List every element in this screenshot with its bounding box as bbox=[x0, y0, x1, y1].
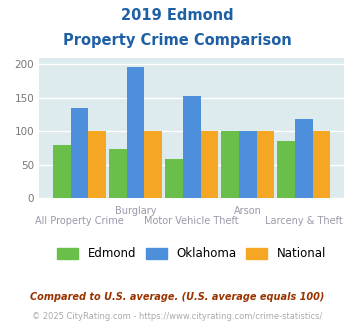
Bar bbox=[221, 131, 239, 198]
Bar bbox=[127, 67, 144, 198]
Text: Property Crime Comparison: Property Crime Comparison bbox=[63, 33, 292, 48]
Text: All Property Crime: All Property Crime bbox=[35, 216, 124, 226]
Text: Burglary: Burglary bbox=[115, 206, 156, 216]
Bar bbox=[109, 149, 127, 198]
Bar bbox=[183, 96, 201, 198]
Bar bbox=[88, 131, 106, 198]
Text: Arson: Arson bbox=[234, 206, 262, 216]
Bar bbox=[165, 159, 183, 198]
Text: Compared to U.S. average. (U.S. average equals 100): Compared to U.S. average. (U.S. average … bbox=[30, 292, 325, 302]
Bar bbox=[201, 131, 218, 198]
Legend: Edmond, Oklahoma, National: Edmond, Oklahoma, National bbox=[53, 243, 331, 265]
Bar bbox=[144, 131, 162, 198]
Bar bbox=[313, 131, 331, 198]
Bar bbox=[53, 145, 71, 198]
Bar bbox=[71, 108, 88, 198]
Text: Motor Vehicle Theft: Motor Vehicle Theft bbox=[144, 216, 239, 226]
Text: 2019 Edmond: 2019 Edmond bbox=[121, 8, 234, 23]
Bar bbox=[239, 131, 257, 198]
Text: © 2025 CityRating.com - https://www.cityrating.com/crime-statistics/: © 2025 CityRating.com - https://www.city… bbox=[32, 312, 323, 321]
Text: Larceny & Theft: Larceny & Theft bbox=[265, 216, 343, 226]
Bar bbox=[295, 119, 313, 198]
Bar bbox=[257, 131, 274, 198]
Bar bbox=[277, 141, 295, 198]
